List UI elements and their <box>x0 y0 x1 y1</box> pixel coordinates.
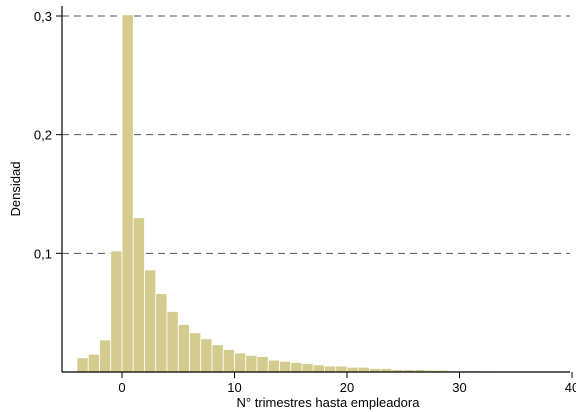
x-tick-label-4: 40 <box>565 380 576 395</box>
histogram-bar-21 <box>312 364 325 373</box>
histogram-bar-19 <box>290 362 303 373</box>
histogram-bar-7 <box>155 293 168 373</box>
histogram-bar-1 <box>87 353 100 373</box>
histogram-bar-24 <box>346 366 359 373</box>
histogram-bar-22 <box>324 365 337 373</box>
histogram-bar-12 <box>211 344 224 373</box>
histogram-bar-2 <box>99 339 112 373</box>
histogram-bar-17 <box>267 359 280 373</box>
histogram-bar-5 <box>132 217 145 373</box>
histogram-bar-14 <box>234 352 247 373</box>
histogram-bars <box>76 14 539 373</box>
y-axis-title: Densidad <box>8 162 23 217</box>
x-axis-ticks: 0 10 20 30 40 <box>118 372 576 395</box>
histogram-bar-11 <box>200 338 213 373</box>
x-tick-label-3: 30 <box>452 380 466 395</box>
y-tick-label-0: 0,1 <box>34 246 52 261</box>
histogram-bar-20 <box>301 363 314 373</box>
x-axis-title: N° trimestres hasta empleadora <box>237 395 421 410</box>
y-tick-label-1: 0,2 <box>34 128 52 143</box>
gridlines <box>62 15 570 254</box>
histogram-bar-9 <box>177 324 190 373</box>
histogram-bar-8 <box>166 311 179 373</box>
histogram-bar-6 <box>144 269 157 373</box>
histogram-bar-4 <box>121 14 134 373</box>
histogram-bar-25 <box>357 366 370 373</box>
histogram-bar-3 <box>110 250 123 373</box>
x-tick-label-2: 20 <box>340 380 354 395</box>
histogram-bar-18 <box>279 360 292 373</box>
x-tick-label-0: 0 <box>118 380 125 395</box>
histogram-bar-16 <box>256 356 269 373</box>
histogram-bar-13 <box>222 349 235 373</box>
histogram-bar-23 <box>335 365 348 373</box>
histogram-bar-15 <box>245 354 258 373</box>
histogram-bar-10 <box>189 332 202 373</box>
x-tick-label-1: 10 <box>227 380 241 395</box>
histogram-bar-0 <box>76 357 89 373</box>
y-axis-ticks: 0,1 0,2 0,3 <box>34 9 62 261</box>
y-tick-label-2: 0,3 <box>34 9 52 24</box>
